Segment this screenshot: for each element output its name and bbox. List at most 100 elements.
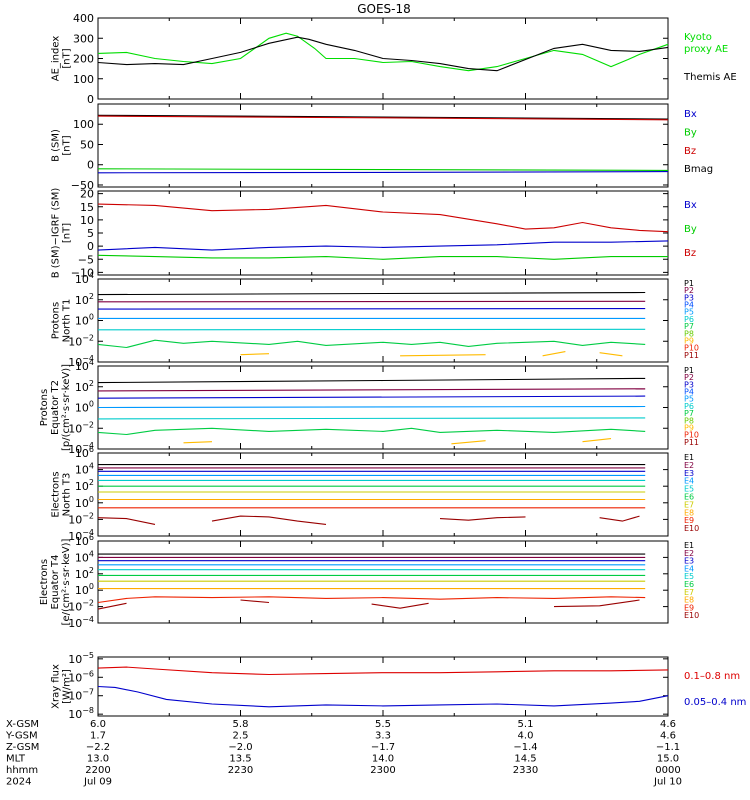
legend-label: Bz bbox=[684, 146, 696, 157]
series-P9 bbox=[542, 351, 566, 357]
y-axis-label: [e/(cm²·s·sr·keV)] bbox=[61, 538, 72, 625]
y-tick-label: 104 bbox=[75, 549, 94, 564]
series-Bx bbox=[97, 240, 669, 251]
footer-cell: 3.3 bbox=[375, 731, 391, 742]
legend-label: P1 bbox=[684, 366, 694, 375]
y-tick-label: −10 bbox=[71, 266, 94, 279]
legend-label: E6 bbox=[684, 493, 694, 502]
legend-label: P9 bbox=[684, 336, 694, 345]
y-tick-label: 10−2 bbox=[68, 333, 94, 348]
y-axis-label: Protons bbox=[51, 302, 62, 339]
legend-label: P3 bbox=[684, 293, 694, 302]
footer-row-label: MLT bbox=[6, 754, 26, 765]
series-P5 bbox=[97, 328, 646, 331]
series-P9 bbox=[240, 353, 270, 356]
footer-cell: 0000 bbox=[655, 765, 680, 776]
footer-cell: 2.5 bbox=[233, 731, 249, 742]
legend-label: P10 bbox=[684, 431, 699, 440]
y-axis-label: [nT] bbox=[62, 223, 73, 243]
y-tick-label: 10−2 bbox=[68, 599, 94, 614]
y-axis-label: North T3 bbox=[62, 473, 73, 517]
y-tick-label: 104 bbox=[75, 271, 94, 286]
footer-cell: 2200 bbox=[85, 765, 110, 776]
y-tick-label: 0 bbox=[87, 240, 94, 253]
legend-label: P6 bbox=[684, 402, 694, 411]
series-P3 bbox=[97, 395, 646, 399]
y-axis-label: Equator T2 bbox=[50, 380, 61, 435]
series-P9 bbox=[183, 441, 213, 444]
legend-label: Bx bbox=[684, 109, 697, 120]
series-P9 bbox=[582, 438, 612, 443]
y-axis-label: Electrons bbox=[39, 559, 50, 605]
legend-label: E5 bbox=[684, 485, 694, 494]
series-E10 bbox=[97, 517, 156, 525]
panel-frame bbox=[97, 452, 669, 537]
footer-cell: 13.0 bbox=[87, 754, 109, 765]
y-tick-label: 10−7 bbox=[68, 688, 94, 703]
legend-label: E9 bbox=[684, 603, 694, 612]
y-tick-label: 300 bbox=[73, 32, 94, 45]
series-E10 bbox=[97, 602, 127, 610]
legend-label: P5 bbox=[684, 395, 694, 404]
panel-frame bbox=[97, 540, 669, 624]
y-tick-label: 20 bbox=[80, 188, 94, 201]
y-tick-label: 10−6 bbox=[68, 669, 94, 684]
panel-pnorth: 10−4 10−2 100 102 104 Protons North T1 P1P2P3P4… bbox=[51, 271, 700, 369]
footer-cell: 2230 bbox=[228, 765, 253, 776]
panel-pequator: 10−4 10−2 100 102 104 Protons Equator T2 [p/(cm… bbox=[39, 358, 699, 456]
y-tick-label: 100 bbox=[75, 582, 94, 597]
y-tick-label: −50 bbox=[71, 179, 94, 192]
legend-label: E3 bbox=[684, 557, 694, 566]
legend-label: E1 bbox=[684, 453, 694, 462]
panel-frame bbox=[97, 190, 669, 276]
y-tick-label: 10−2 bbox=[68, 420, 94, 435]
series-By bbox=[97, 254, 668, 260]
legend-label: E1 bbox=[684, 541, 694, 550]
footer-cell: Jul 09 bbox=[83, 777, 112, 788]
series-P6 bbox=[97, 339, 646, 349]
y-tick-label: 102 bbox=[75, 478, 94, 493]
footer-cell: 4.6 bbox=[660, 719, 676, 730]
series-Bz bbox=[97, 203, 669, 233]
series-P9 bbox=[451, 440, 486, 445]
series-Themis AE bbox=[97, 36, 669, 72]
y-tick-label: 10−4 bbox=[68, 354, 94, 369]
series-P9 bbox=[599, 352, 623, 357]
y-axis-label: [nT] bbox=[62, 48, 73, 68]
series-E10 bbox=[553, 599, 640, 608]
series-E9 bbox=[97, 596, 646, 604]
legend-label: Bx bbox=[684, 200, 697, 211]
panel-bsm: −50 0 50 100 B (SM) [nT] Bx By Bz Bmag bbox=[51, 103, 713, 192]
y-tick-label: 104 bbox=[75, 358, 94, 373]
y-tick-label: 15 bbox=[80, 201, 94, 214]
y-axis-label: Electrons bbox=[51, 471, 62, 517]
legend-label: E7 bbox=[684, 500, 694, 509]
legend-label: E4 bbox=[684, 477, 694, 486]
series-P3 bbox=[97, 308, 646, 310]
legend-label: P11 bbox=[684, 438, 699, 447]
footer-cell: 14.5 bbox=[514, 754, 536, 765]
y-tick-label: 400 bbox=[73, 12, 94, 25]
y-tick-label: 10−4 bbox=[68, 615, 94, 630]
y-tick-label: 102 bbox=[75, 292, 94, 307]
footer-row-label: Z-GSM bbox=[6, 742, 39, 753]
legend-label: E10 bbox=[684, 524, 699, 533]
footer-cell: −2.0 bbox=[228, 742, 252, 753]
y-tick-label: 100 bbox=[75, 400, 94, 415]
legend-label: P4 bbox=[684, 301, 694, 310]
footer-cell: 14.0 bbox=[372, 754, 394, 765]
y-tick-label: 0 bbox=[87, 93, 94, 106]
legend-label: E10 bbox=[684, 611, 699, 620]
y-tick-label: 102 bbox=[75, 566, 94, 581]
series-E10 bbox=[211, 515, 327, 525]
legend-label: P1 bbox=[684, 279, 694, 288]
footer-row-label: Y-GSM bbox=[5, 731, 38, 742]
y-tick-label: 100 bbox=[75, 313, 94, 328]
y-tick-label: 106 bbox=[75, 533, 94, 548]
y-tick-label: 102 bbox=[75, 379, 94, 394]
